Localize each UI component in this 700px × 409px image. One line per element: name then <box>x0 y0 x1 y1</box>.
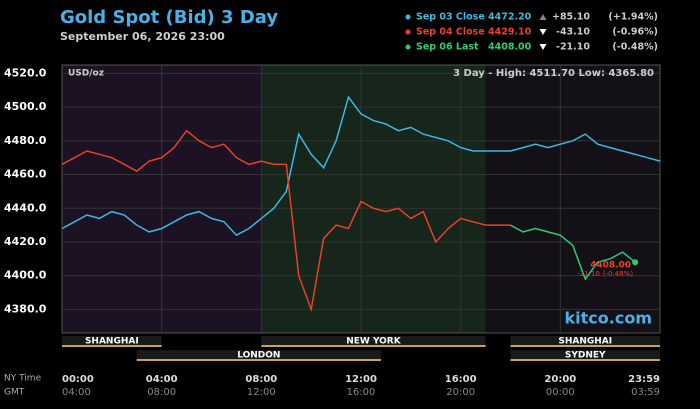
legend-change: -21.10 <box>556 42 590 53</box>
y-tick-label: 4380.0 <box>4 302 47 315</box>
y-tick-label: 4520.0 <box>4 66 47 79</box>
last-point <box>632 259 639 266</box>
x-row-label: GMT <box>4 388 25 398</box>
session-label: SYDNEY <box>565 351 606 361</box>
gmt-tick-label: 20:00 <box>446 387 475 398</box>
session-band <box>510 336 660 345</box>
legend-dot <box>405 14 411 20</box>
y-tick-label: 4440.0 <box>4 201 47 214</box>
chart-subtitle: September 06, 2026 23:00 <box>60 30 225 43</box>
legend-value: 4408.00 <box>488 42 532 53</box>
y-tick-label: 4420.0 <box>4 235 47 248</box>
last-change-label: -21.10 (-0.48%) <box>577 270 633 278</box>
price-line <box>61 95 661 237</box>
legend-name: Sep 04 Close <box>416 27 485 38</box>
legend-change-pct: (-0.48%) <box>612 42 658 53</box>
price-line <box>61 129 511 313</box>
gmt-tick-label: 03:59 <box>631 387 660 398</box>
watermark: kitco.com <box>565 309 652 328</box>
gmt-tick-label: 00:00 <box>546 387 575 398</box>
legend-entry: Sep 03 Close 4472.20 +85.10 (+1.94%) <box>405 12 658 23</box>
legend-dot <box>405 29 411 35</box>
y-tick-label: 4500.0 <box>4 100 47 113</box>
session-label: SHANGHAI <box>558 337 612 347</box>
legend-change-pct: (-0.96%) <box>612 27 658 38</box>
x-tick-label: 04:00 <box>146 374 178 385</box>
gmt-tick-label: 08:00 <box>147 387 176 398</box>
session-band <box>510 350 660 359</box>
session-region <box>485 65 660 333</box>
legend-value: 4429.10 <box>488 27 532 38</box>
x-tick-label: 16:00 <box>445 374 477 385</box>
legend-entry: Sep 06 Last 4408.00 -21.10 (-0.48%) <box>405 42 658 53</box>
unit-label: USD/oz <box>68 69 104 79</box>
session-label: LONDON <box>237 351 280 361</box>
legend-change-pct: (+1.94%) <box>608 12 658 23</box>
session-label: SHANGHAI <box>85 337 139 347</box>
session-region <box>261 65 486 333</box>
legend-name: Sep 03 Close <box>416 12 485 23</box>
gmt-tick-label: 16:00 <box>347 387 376 398</box>
last-change-pct: (-0.48%) <box>603 270 633 278</box>
last-value-label: 4408.00 <box>590 261 631 271</box>
x-tick-label: 08:00 <box>245 374 277 385</box>
x-tick-label: 23:59 <box>628 374 660 385</box>
session-band <box>62 336 162 345</box>
session-band <box>261 336 486 345</box>
session-band <box>136 350 381 359</box>
change-arrow <box>539 44 547 50</box>
legend-change: +85.10 <box>552 12 590 23</box>
legend-name: Sep 06 Last <box>416 42 479 53</box>
session-label: NEW YORK <box>346 337 402 347</box>
y-tick-label: 4480.0 <box>4 134 47 147</box>
gmt-tick-label: 12:00 <box>247 387 276 398</box>
gmt-tick-label: 04:00 <box>62 387 91 398</box>
x-tick-label: 20:00 <box>544 374 576 385</box>
chart-title: Gold Spot (Bid) 3 Day <box>60 7 278 28</box>
price-line <box>510 224 636 281</box>
last-change: -21.10 <box>577 270 600 278</box>
change-arrow <box>539 29 547 35</box>
change-arrow <box>539 14 547 20</box>
x-tick-label: 12:00 <box>345 374 377 385</box>
legend-dot <box>405 44 411 50</box>
legend-value: 4472.20 <box>488 12 532 23</box>
legend-entry: Sep 04 Close 4429.10 -43.10 (-0.96%) <box>405 27 658 38</box>
x-tick-label: 00:00 <box>62 374 94 385</box>
range-note: 3 Day - High: 4511.70 Low: 4365.80 <box>453 68 654 79</box>
y-tick-label: 4400.0 <box>4 269 47 282</box>
x-row-label: NY Time <box>4 374 42 384</box>
legend-change: -43.10 <box>556 27 590 38</box>
y-tick-label: 4460.0 <box>4 168 47 181</box>
